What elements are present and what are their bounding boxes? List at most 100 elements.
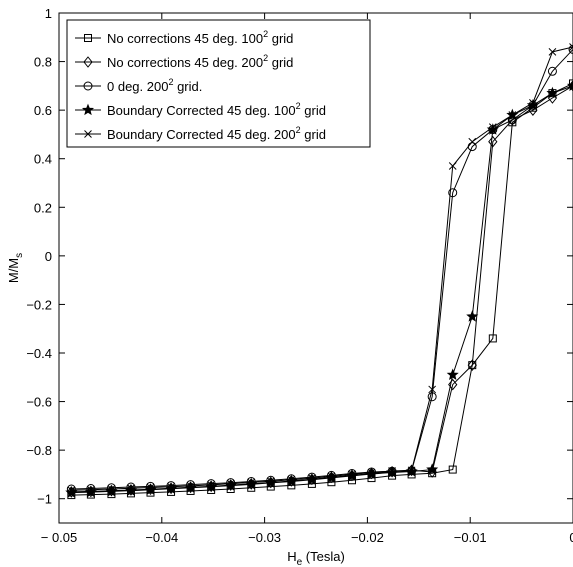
data-point-star [65, 486, 78, 498]
legend-label-suffix: grid [268, 55, 293, 70]
data-point-star [305, 473, 318, 485]
data-point-x [508, 111, 517, 119]
data-point-star [84, 485, 97, 498]
x-tick-label: −0.03 [248, 530, 281, 545]
y-tick-label: 0.6 [34, 103, 52, 118]
x-axis-title: He (Tesla) [287, 549, 345, 567]
data-point-x [529, 99, 537, 107]
legend-label: Boundary Corrected 45 deg. 1002 grid [107, 101, 326, 118]
axis-tick-labels: − 0.05 −0.04 −0.03 −0.02 −0.01 0 1 0.8 0.6 0.4 0.2… [26, 6, 573, 545]
y-tick-label: −0.8 [26, 443, 52, 458]
legend-marker-star [81, 103, 95, 116]
data-point-star [345, 469, 359, 482]
x-axis-title-units: (Tesla) [302, 549, 345, 564]
data-point-star [285, 475, 298, 487]
data-point-diamond [106, 484, 117, 497]
y-tick-label: 1 [45, 6, 52, 21]
data-point-square [448, 465, 457, 474]
y-tick-label: 0.8 [34, 55, 52, 70]
data-point-x [287, 475, 296, 484]
y-axis-title-main: M/M [6, 258, 21, 283]
data-point-star [466, 310, 479, 322]
legend-label-main: Boundary Corrected 45 deg. 100 [107, 103, 296, 118]
data-point-star [245, 478, 258, 490]
data-point-star [264, 476, 277, 489]
legend-label-suffix: grid. [173, 79, 202, 94]
legend-label-suffix: grid [301, 103, 326, 118]
data-point-star [105, 485, 118, 497]
legend-label-main: 0 deg. 200 [107, 79, 168, 94]
legend-label-main: No corrections 45 deg. 100 [107, 31, 263, 46]
x-tick-label: −0.01 [454, 530, 487, 545]
y-axis-title-subscript: s [14, 253, 25, 258]
data-point-circle [448, 188, 458, 198]
x-tick-label: −0.04 [145, 530, 178, 545]
data-point-x [348, 470, 356, 479]
series-markers [65, 43, 573, 500]
data-point-diamond [467, 359, 477, 371]
legend-label-suffix: grid [268, 31, 293, 46]
legend-box [66, 19, 371, 148]
legend-label: Boundary Corrected 45 deg. 2002 grid [107, 125, 326, 142]
data-point-star [124, 484, 137, 496]
y-tick-label: −0.6 [26, 395, 52, 410]
data-point-x [388, 467, 396, 475]
data-point-star [224, 479, 237, 491]
data-point-x [266, 477, 275, 486]
legend-label: No corrections 45 deg. 1002 grid [107, 29, 293, 46]
y-tick-label: 0.2 [34, 200, 52, 215]
data-point-diamond [448, 378, 458, 391]
data-point-square [488, 334, 497, 343]
y-tick-label: −0.2 [26, 297, 52, 312]
data-point-star [184, 481, 197, 493]
data-point-star [486, 123, 499, 135]
data-point-x [127, 484, 135, 493]
y-tick-label: −1 [37, 492, 52, 507]
y-tick-label: 0.4 [34, 152, 52, 167]
data-point-x [186, 481, 195, 490]
x-tick-label: − 0.05 [41, 530, 78, 545]
data-point-star [405, 465, 418, 477]
data-point-diamond [126, 484, 136, 496]
data-point-star [144, 483, 157, 495]
data-point-x [367, 468, 376, 477]
x-tick-label: −0.02 [351, 530, 384, 545]
data-point-x [407, 466, 416, 475]
legend-marker-x [84, 130, 92, 138]
data-point-x [308, 474, 316, 482]
data-point-x [247, 478, 256, 487]
data-point-star [566, 79, 573, 91]
legend-label: 0 deg. 2002 grid. [107, 77, 202, 94]
data-point-x [146, 483, 155, 492]
data-point-diamond [488, 135, 498, 148]
y-axis-title: M/Ms [6, 253, 25, 283]
data-point-star [325, 471, 338, 483]
legend-label-superscript: 2 [296, 101, 301, 111]
data-point-diamond [387, 465, 397, 478]
data-point-diamond [406, 464, 417, 477]
data-point-x [548, 48, 557, 56]
y-tick-label: −0.4 [26, 346, 52, 361]
data-point-x [448, 162, 457, 170]
data-point-diamond [66, 486, 76, 498]
data-point-x [488, 123, 497, 131]
x-tick-label: 0 [569, 530, 573, 545]
data-point-star [165, 482, 178, 494]
legend-label-superscript: 2 [168, 77, 173, 87]
data-point-x [569, 43, 573, 51]
legend-label-suffix: grid [301, 127, 326, 142]
legend-label-main: No corrections 45 deg. 200 [107, 55, 263, 70]
data-point-circle [427, 392, 437, 402]
x-axis-title-main: H [287, 549, 296, 564]
y-tick-label: 0 [45, 249, 52, 264]
legend-label-superscript: 2 [263, 29, 268, 39]
data-point-x [468, 137, 477, 146]
x-axis-title-subscript: e [297, 557, 303, 567]
legend-label-superscript: 2 [296, 125, 301, 135]
data-point-star [526, 98, 539, 111]
data-point-x [428, 385, 437, 394]
data-point-x [107, 485, 116, 493]
